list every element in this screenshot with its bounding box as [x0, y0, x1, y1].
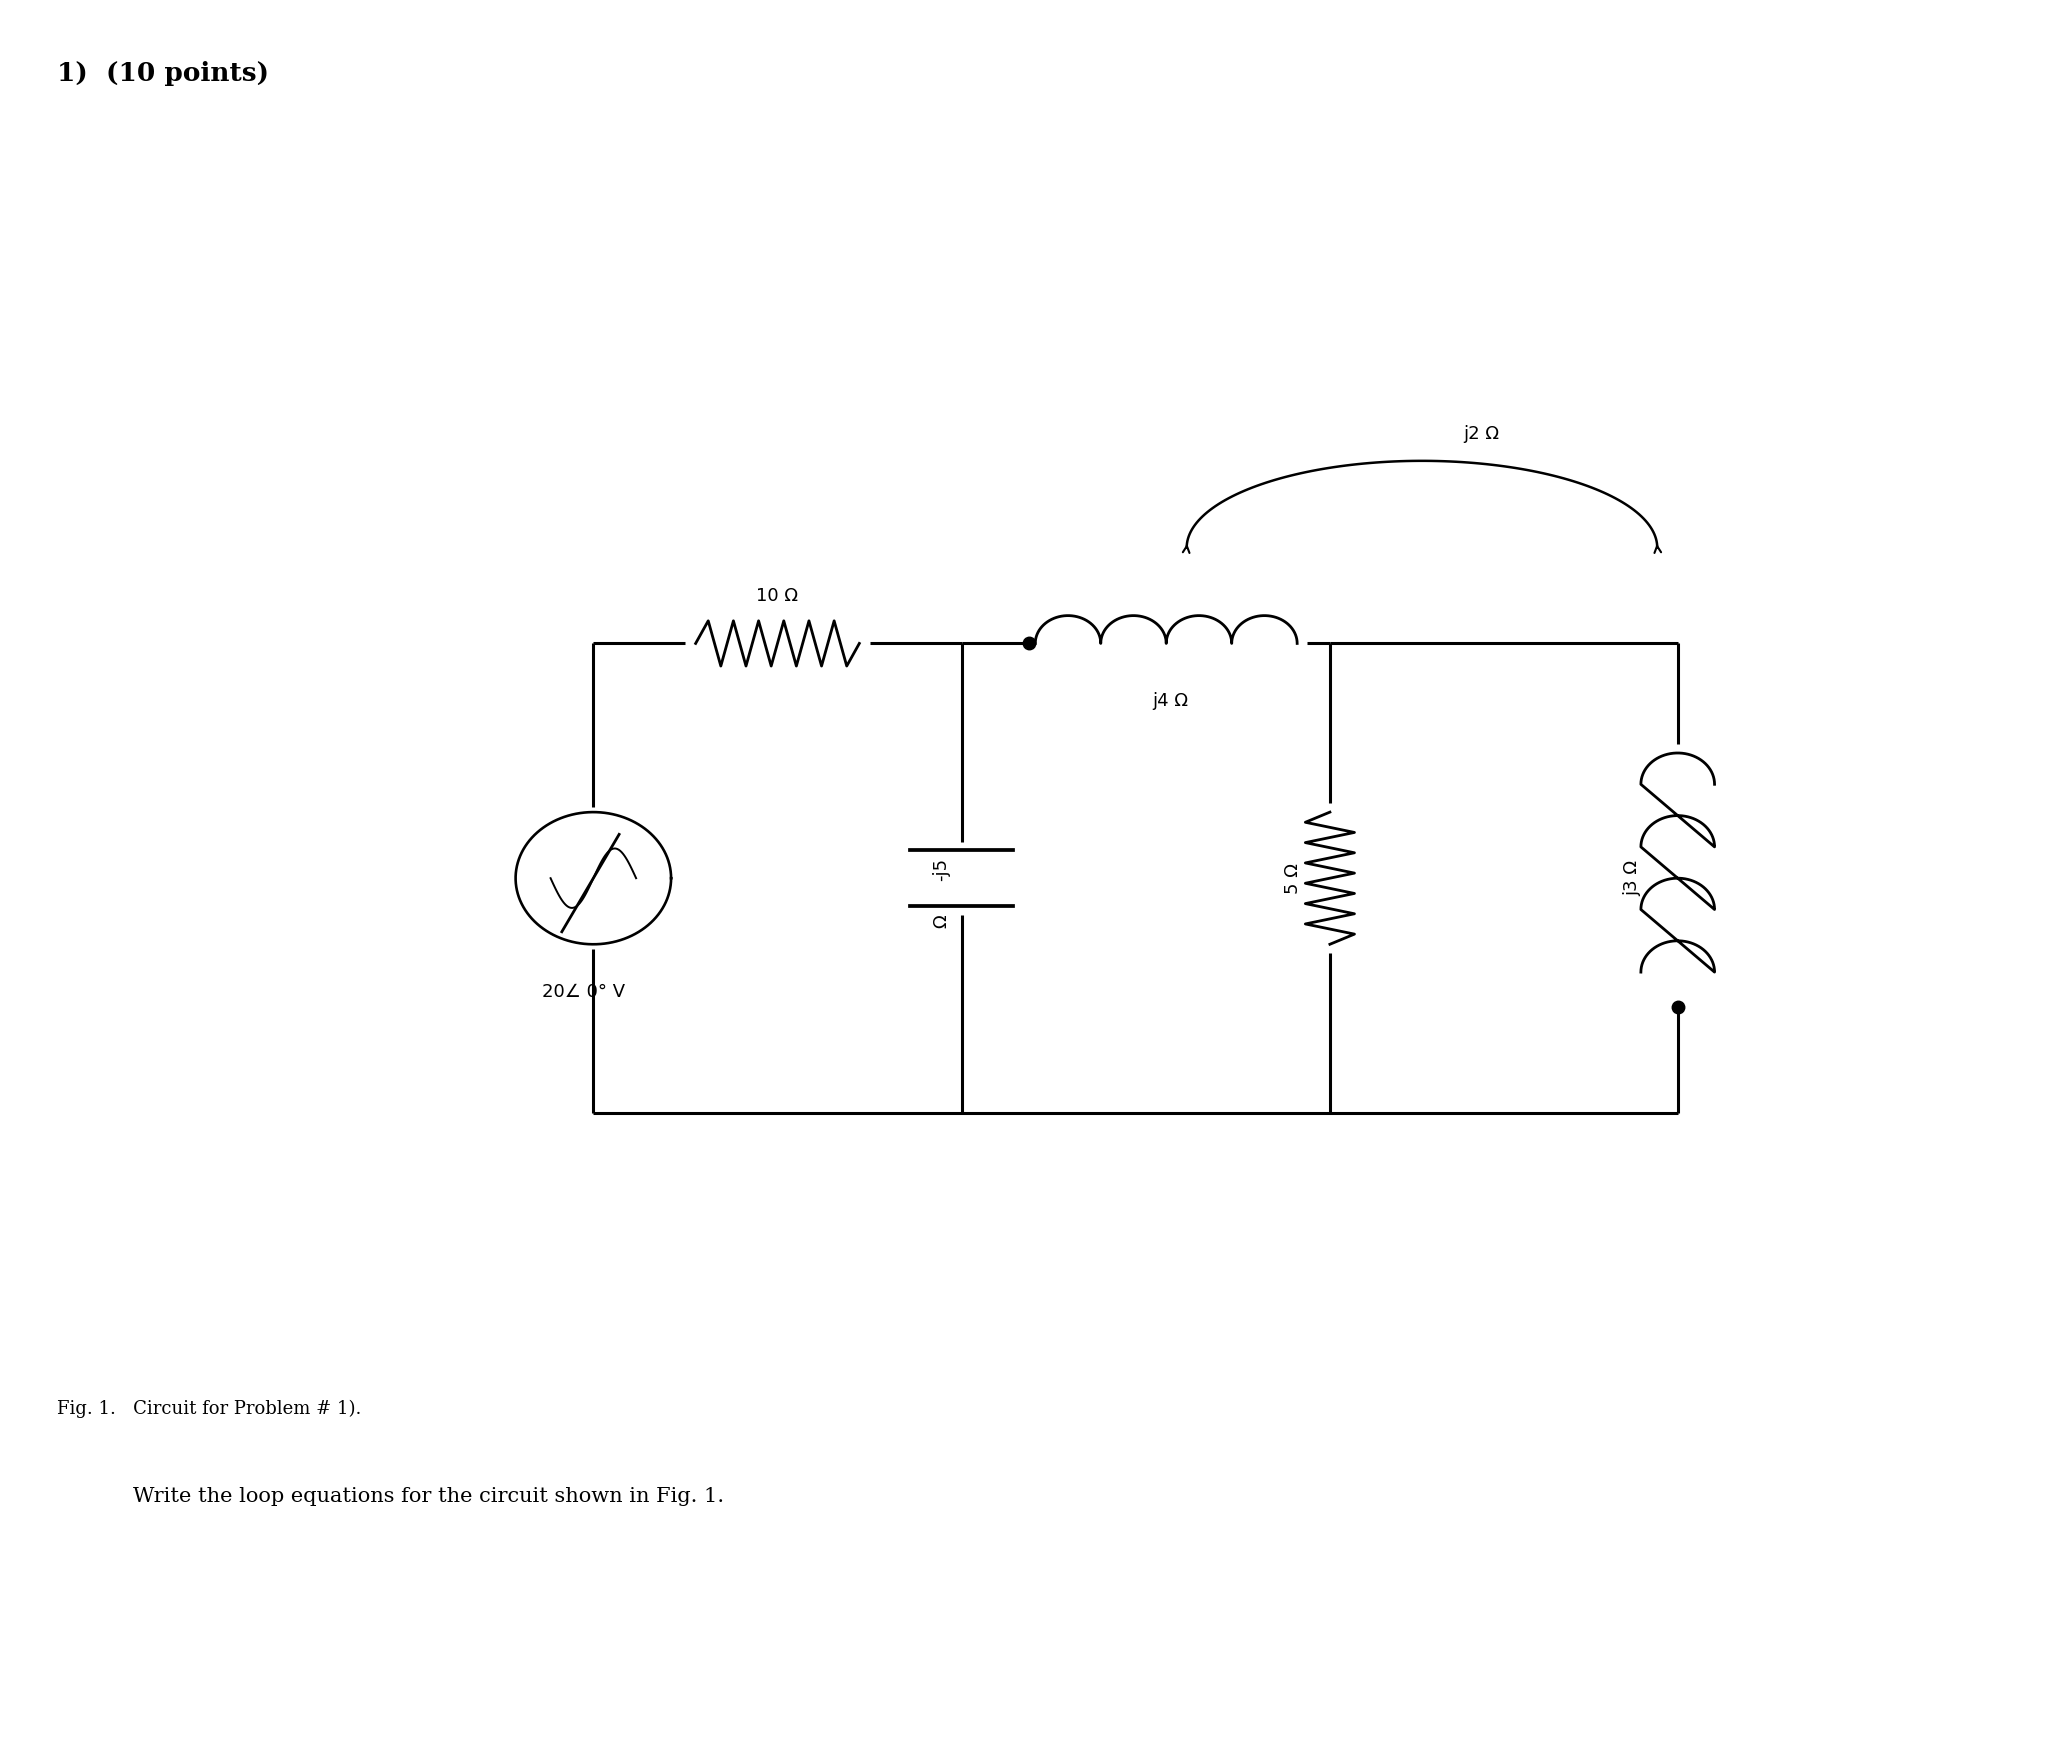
- Text: j4 Ω: j4 Ω: [1152, 692, 1189, 710]
- Text: j2 Ω: j2 Ω: [1463, 426, 1500, 443]
- Text: -j5: -j5: [933, 857, 949, 882]
- Text: j3 Ω: j3 Ω: [1625, 861, 1641, 896]
- Text: 10 Ω: 10 Ω: [757, 588, 798, 605]
- Text: Write the loop equations for the circuit shown in Fig. 1.: Write the loop equations for the circuit…: [133, 1487, 724, 1506]
- Text: 20∠ 0° V: 20∠ 0° V: [542, 983, 624, 1000]
- Text: Ω: Ω: [933, 915, 949, 929]
- Text: 1)  (10 points): 1) (10 points): [57, 61, 270, 85]
- Text: Fig. 1.   Circuit for Problem # 1).: Fig. 1. Circuit for Problem # 1).: [57, 1400, 362, 1417]
- Text: 5 Ω: 5 Ω: [1285, 863, 1301, 894]
